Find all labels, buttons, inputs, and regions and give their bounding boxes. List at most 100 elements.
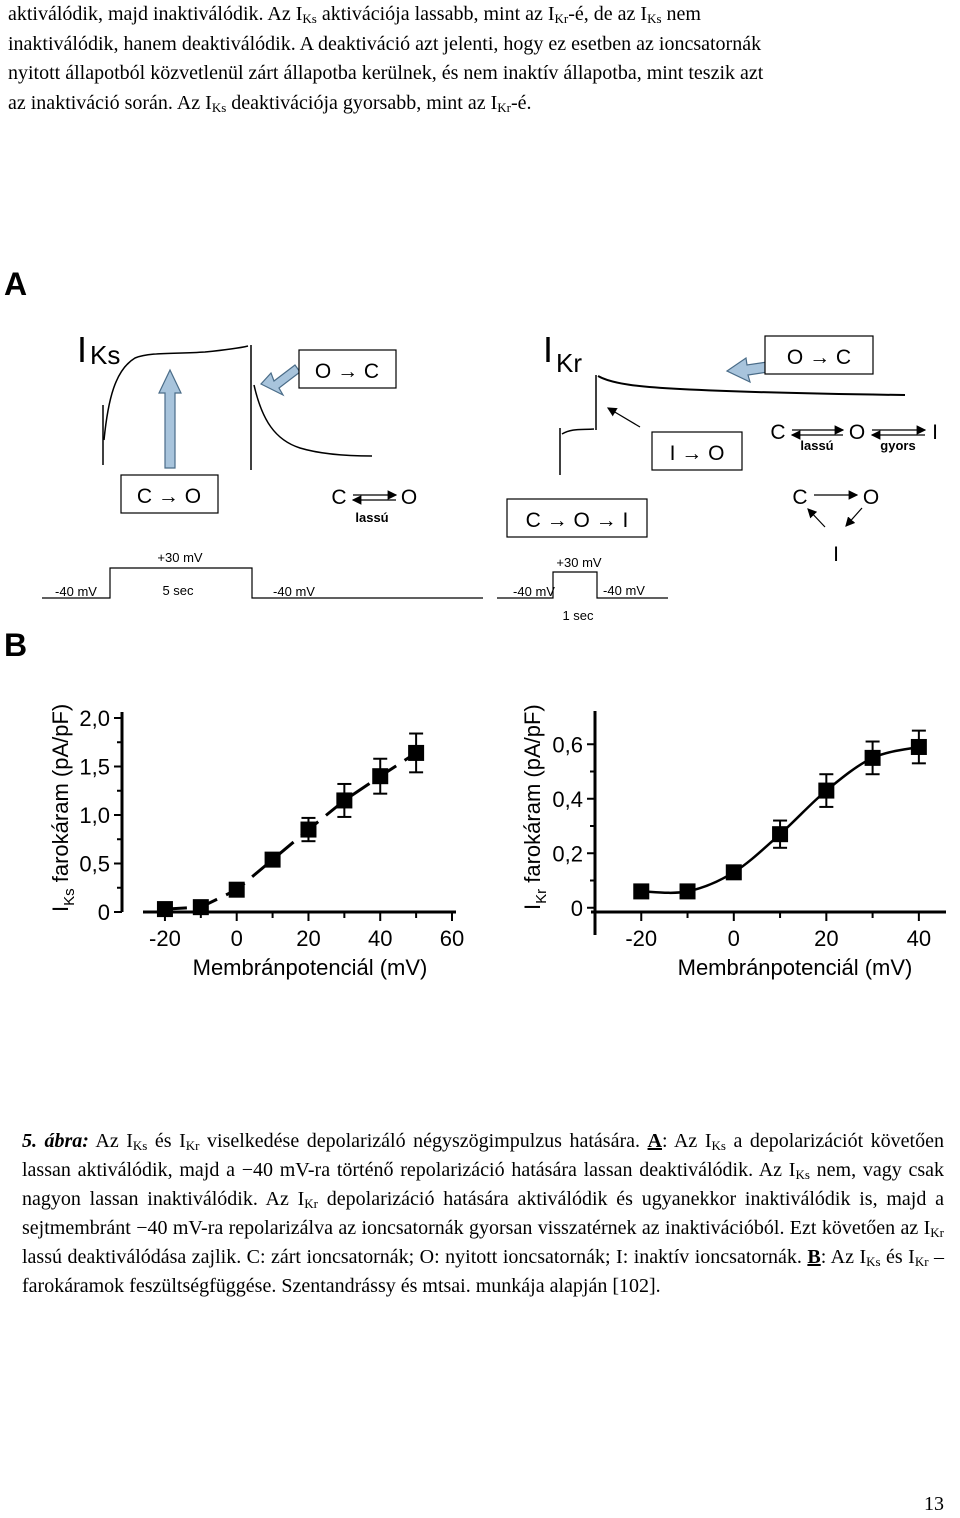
- ikr-tail-current-chart: IKr farokáram (pA/pF) Membránpotenciál (…: [520, 704, 946, 980]
- iks-ytick-label: 2,0: [79, 706, 110, 731]
- box-c-o-i: C → O → I: [506, 498, 648, 538]
- panel-b-letter: B: [4, 627, 27, 663]
- intro-line-2: inaktiválódik, hanem deaktiválódik. A de…: [8, 32, 762, 55]
- intro-line-3: nyitott állapotból közvetlenül zárt álla…: [8, 62, 764, 84]
- box-c-to-o-left: C → O: [120, 474, 219, 514]
- caption-a-label: A: [647, 1130, 662, 1152]
- svg-text:gyors: gyors: [880, 438, 915, 453]
- svg-text:1 sec: 1 sec: [562, 608, 594, 623]
- iks-ytick-label: 1,5: [79, 755, 110, 780]
- svg-text:IKs farokáram (pA/pF): IKs farokáram (pA/pF): [48, 704, 78, 912]
- ikr-ytick-label: 0,2: [552, 841, 583, 866]
- iks-current-trace: [102, 345, 373, 470]
- svg-text:C: C: [331, 486, 346, 509]
- ikr-xtick-label: 0: [728, 926, 740, 951]
- ikr-trace-label: I Kr: [543, 329, 582, 378]
- ikr-current-trace: [559, 375, 906, 475]
- iks-xtick-label: 0: [231, 926, 243, 951]
- iks-chart-ylabel: IKs farokáram (pA/pF): [48, 704, 78, 912]
- iks-data-point: [300, 821, 317, 838]
- ikr-xtick-label: 20: [814, 926, 838, 951]
- intro-line-4: az inaktiváció során. Az IKs deaktiváció…: [8, 91, 532, 115]
- iks-data-point: [192, 899, 209, 916]
- intro-line-1: aktiválódik, majd inaktiválódik. Az IKs …: [8, 3, 701, 26]
- ikr-chart-ylabel: IKr farokáram (pA/pF): [520, 704, 550, 910]
- iks-data-point: [156, 901, 173, 918]
- iks-data-point: [408, 744, 425, 761]
- voltage-protocol-right: -40 mV +30 mV -40 mV 1 sec: [497, 555, 668, 623]
- iks-ytick-label: 0: [98, 900, 110, 925]
- ikr-ytick-label: 0,4: [552, 787, 583, 812]
- iks-data-point: [336, 792, 353, 809]
- ikr-data-point: [818, 782, 835, 799]
- svg-text:I: I: [543, 329, 553, 370]
- box-o-to-c-left: O → C: [298, 349, 397, 389]
- svg-text:lassú: lassú: [800, 438, 833, 453]
- ikr-data-point: [633, 883, 650, 900]
- svg-text:C → O: C → O: [137, 485, 201, 508]
- svg-text:-40 mV: -40 mV: [273, 584, 315, 599]
- svg-text:+30 mV: +30 mV: [157, 550, 202, 565]
- iks-deactivation-arrow: [260, 364, 301, 397]
- iks-data-point: [372, 768, 389, 785]
- iks-xtick-label: -20: [149, 926, 181, 951]
- figure-5: A B I Ks O → C C → O C O lassú -40 mV: [4, 266, 946, 980]
- svg-text:-40 mV: -40 mV: [55, 584, 97, 599]
- iks-data-point: [264, 851, 281, 868]
- box-o-to-c-right: O → C: [764, 335, 874, 375]
- ikr-ytick-label: 0,6: [552, 732, 583, 757]
- svg-text:IKr farokáram (pA/pF): IKr farokáram (pA/pF): [520, 704, 550, 910]
- iks-chart-xlabel: Membránpotenciál (mV): [193, 955, 428, 980]
- ikr-data-point: [910, 738, 927, 755]
- svg-text:lassú: lassú: [355, 510, 388, 525]
- svg-text:5 sec: 5 sec: [162, 583, 194, 598]
- box-i-to-o: I → O: [651, 431, 743, 471]
- iks-xtick-label: 60: [440, 926, 464, 951]
- iks-slow-scheme: C O lassú: [331, 486, 417, 525]
- iks-xtick-label: 20: [296, 926, 320, 951]
- ikr-data-point: [864, 749, 881, 766]
- svg-text:I → O: I → O: [670, 442, 725, 465]
- svg-text:Ks: Ks: [90, 340, 120, 370]
- svg-text:O → C: O → C: [315, 360, 379, 383]
- voltage-protocol-left: -40 mV +30 mV 5 sec -40 mV: [42, 550, 483, 599]
- iks-data-point: [228, 881, 245, 898]
- ikr-chart-xlabel: Membránpotenciál (mV): [678, 955, 913, 980]
- svg-text:+30 mV: +30 mV: [556, 555, 601, 570]
- ikr-xtick-label: -20: [625, 926, 657, 951]
- iks-ytick-label: 0,5: [79, 852, 110, 877]
- ikr-deactivation-arrow: [725, 356, 769, 384]
- ikr-pointer-arrow: [606, 407, 641, 428]
- svg-text:C → O → I: C → O → I: [526, 509, 629, 532]
- svg-text:I: I: [77, 329, 87, 370]
- ikr-state-chain: C O I lassú gyors: [770, 421, 938, 453]
- iks-ytick-label: 1,0: [79, 803, 110, 828]
- svg-text:O: O: [863, 486, 879, 509]
- svg-text:C: C: [770, 421, 785, 444]
- ikr-data-point: [772, 826, 789, 843]
- svg-text:I: I: [833, 543, 839, 566]
- iks-tail-current-chart: IKs farokáram (pA/pF) Membránpotenciál (…: [48, 704, 464, 980]
- iks-trace-label: I Ks: [77, 329, 120, 370]
- panel-a-letter: A: [4, 266, 27, 302]
- svg-text:O → C: O → C: [787, 346, 851, 369]
- svg-text:O: O: [849, 421, 865, 444]
- ikr-xtick-label: 40: [907, 926, 931, 951]
- svg-text:-40 mV: -40 mV: [513, 584, 555, 599]
- svg-text:O: O: [401, 486, 417, 509]
- iks-xtick-label: 40: [368, 926, 392, 951]
- page-number: 13: [924, 1493, 944, 1515]
- caption-figure-label: 5. ábra:: [22, 1130, 89, 1152]
- ikr-ytick-label: 0: [571, 896, 583, 921]
- figure-caption: 5. ábra: Az IKs és IKr viselkedése depol…: [22, 1130, 945, 1297]
- svg-text:Kr: Kr: [556, 348, 582, 378]
- svg-text:C: C: [792, 486, 807, 509]
- svg-text:I: I: [932, 421, 938, 444]
- ikr-data-point: [725, 864, 742, 881]
- caption-b-label: B: [807, 1246, 821, 1268]
- ikr-data-point: [679, 883, 696, 900]
- svg-text:-40 mV: -40 mV: [603, 583, 645, 598]
- iks-activation-arrow: [158, 368, 182, 469]
- ikr-triangle-scheme: C O I: [792, 486, 879, 566]
- intro-paragraph: aktiválódik, majd inaktiválódik. Az IKs …: [8, 0, 952, 118]
